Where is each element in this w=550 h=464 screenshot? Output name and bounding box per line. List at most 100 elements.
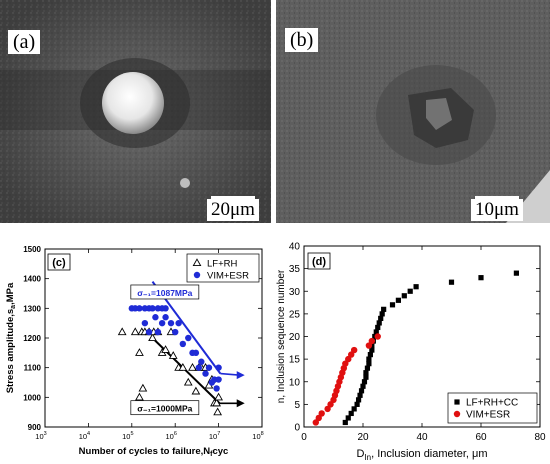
data-point: [513, 270, 519, 276]
legend-marker: [454, 399, 460, 405]
scale-bar-b-text: 10μm: [475, 199, 519, 220]
data-point: [179, 340, 187, 348]
data-point: [315, 414, 322, 422]
data-point: [148, 333, 157, 342]
y-tick-label: 10: [289, 377, 301, 388]
y-tick-label: 1000: [23, 393, 41, 402]
x-tick-label: 108: [252, 431, 263, 441]
data-point: [130, 327, 140, 336]
y-tick-label: 30: [289, 287, 301, 298]
data-point: [138, 383, 148, 392]
data-point: [413, 284, 419, 290]
y-axis-label: Stress amplitude,sa,MPa: [5, 282, 17, 393]
y-tick-label: 35: [289, 264, 301, 275]
x-tick-label: 20: [357, 432, 369, 443]
y-tick-label: 40: [289, 242, 301, 253]
legend-label: VIM+ESR: [207, 271, 249, 282]
data-point: [374, 333, 381, 340]
data-point: [161, 345, 170, 353]
x-tick-label: 106: [165, 431, 176, 441]
data-point: [361, 379, 368, 385]
data-point: [324, 405, 331, 413]
data-point: [379, 311, 385, 317]
data-point: [381, 306, 387, 312]
legend-marker: [193, 271, 201, 279]
panel-label-c-box: [47, 253, 71, 271]
data-point: [141, 319, 149, 327]
panel-label-c: (c): [52, 257, 66, 269]
data-point: [135, 348, 144, 356]
data-point: [357, 392, 363, 398]
data-point: [178, 362, 188, 371]
panel-label-b: (b): [285, 28, 319, 52]
data-point: [212, 398, 221, 407]
scale-bar-a: 20μm: [207, 196, 259, 221]
data-point: [198, 358, 205, 365]
legend-marker: [453, 410, 461, 418]
data-point: [478, 275, 484, 281]
x-tick-label: 0: [301, 432, 307, 443]
legend-label: LF+RH: [207, 259, 237, 270]
data-point: [366, 361, 372, 367]
annotation-box: [130, 400, 200, 416]
data-point: [363, 370, 369, 376]
data-point: [167, 319, 175, 327]
data-point: [348, 410, 354, 417]
scale-bar-a-text: 20μm: [211, 199, 255, 220]
panel-label-d: (d): [312, 256, 326, 268]
trend-arrowhead: [236, 399, 245, 408]
x-tick-label: 105: [122, 431, 133, 441]
data-point: [369, 347, 375, 353]
x-tick-label: 107: [209, 431, 220, 441]
data-point: [407, 288, 413, 294]
data-point: [172, 328, 179, 336]
legend-marker: [192, 258, 202, 267]
sem-micrograph-b: [276, 0, 550, 223]
data-point: [367, 352, 373, 358]
x-tick-label: 40: [416, 432, 428, 443]
y-tick-label: 5: [294, 400, 300, 411]
y-tick-label: 900: [28, 423, 42, 432]
annotation-box: [130, 284, 200, 300]
y-axis-label: n, Inclusion sequence number: [276, 269, 287, 403]
data-point: [188, 362, 197, 371]
data-point: [366, 356, 372, 362]
data-point: [168, 351, 178, 359]
data-point: [363, 374, 369, 380]
data-point: [192, 349, 200, 357]
data-point: [213, 385, 220, 392]
x-axis-label: Number of cycles to failure,Nfcyc: [79, 446, 229, 458]
data-point: [395, 297, 401, 303]
sem-image-a: (a) 20μm: [0, 0, 271, 223]
legend-label: LF+RH+CC: [466, 398, 518, 409]
data-point: [183, 377, 193, 386]
data-point: [342, 419, 348, 426]
sn-chart: 900 1000 1100 1200 1300 1400 1500 103 104 105 106 1…: [5, 245, 264, 458]
data-point: [389, 302, 396, 308]
data-point: [448, 279, 455, 285]
trend-line-extension: [220, 372, 239, 376]
y-tick-label: 25: [289, 309, 301, 320]
data-point: [312, 419, 319, 426]
y-tick-label: 0: [294, 423, 300, 434]
data-point: [195, 364, 203, 371]
data-point: [373, 329, 379, 335]
annotation-label: σ₋₁=1087MPa: [137, 288, 192, 298]
data-point: [117, 327, 127, 336]
data-point: [135, 392, 144, 401]
data-point: [162, 305, 169, 312]
data-point: [342, 360, 349, 367]
data-point: [154, 328, 162, 336]
data-point: [345, 355, 352, 363]
panel-label-d-box: [307, 252, 331, 270]
scale-bar-b: 10μm: [471, 196, 523, 221]
series-1: [128, 305, 222, 392]
x-tick-label: 60: [475, 432, 487, 443]
data-point: [145, 328, 153, 336]
data-point: [202, 370, 209, 377]
annotation-label: σ₋₁=1000MPa: [137, 404, 192, 414]
data-point: [364, 365, 371, 371]
x-axis-label: DIn, Inclusion diameter, μm: [356, 448, 487, 462]
sem-image-b: (b) 10μm: [276, 0, 550, 223]
